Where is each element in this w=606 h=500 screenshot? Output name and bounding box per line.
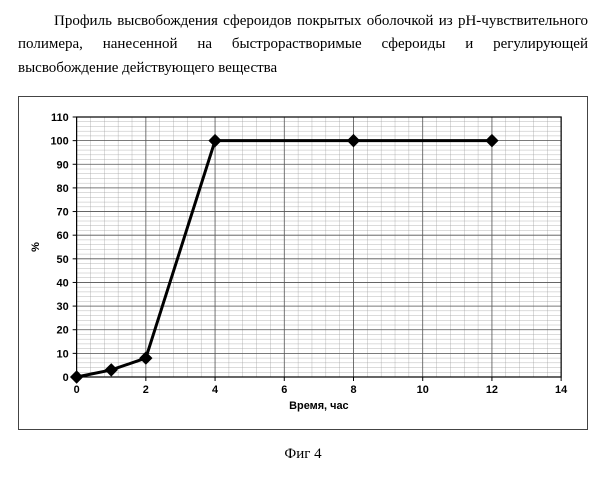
- svg-text:20: 20: [57, 324, 69, 336]
- svg-text:2: 2: [143, 384, 149, 396]
- svg-text:100: 100: [50, 135, 68, 147]
- svg-text:30: 30: [57, 301, 69, 313]
- svg-text:0: 0: [63, 372, 69, 384]
- figure-caption-text: Профиль высвобождения сфероидов покрытых…: [18, 10, 588, 80]
- svg-text:10: 10: [57, 348, 69, 360]
- chart-container: 0 2 4 6 8 10 12 14 0 10 20 30 40 50 60 70 80 90 100 110 Врем…: [18, 96, 588, 430]
- svg-text:4: 4: [212, 384, 219, 396]
- svg-text:70: 70: [57, 206, 69, 218]
- svg-text:80: 80: [57, 183, 69, 195]
- svg-text:%: %: [30, 242, 42, 252]
- svg-text:12: 12: [486, 384, 498, 396]
- svg-text:40: 40: [57, 277, 69, 289]
- figure-caption: Профиль высвобождения сфероидов покрытых…: [0, 0, 606, 86]
- svg-text:90: 90: [57, 159, 69, 171]
- svg-text:6: 6: [281, 384, 287, 396]
- svg-text:8: 8: [350, 384, 356, 396]
- svg-text:60: 60: [57, 230, 69, 242]
- svg-text:14: 14: [555, 384, 568, 396]
- svg-text:Время, час: Время, час: [289, 400, 348, 412]
- svg-text:10: 10: [417, 384, 429, 396]
- figure-number: Фиг 4: [0, 446, 606, 463]
- svg-text:110: 110: [51, 112, 69, 124]
- svg-text:50: 50: [57, 254, 69, 266]
- svg-text:0: 0: [74, 384, 80, 396]
- release-profile-chart: 0 2 4 6 8 10 12 14 0 10 20 30 40 50 60 70 80 90 100 110 Врем…: [25, 103, 581, 423]
